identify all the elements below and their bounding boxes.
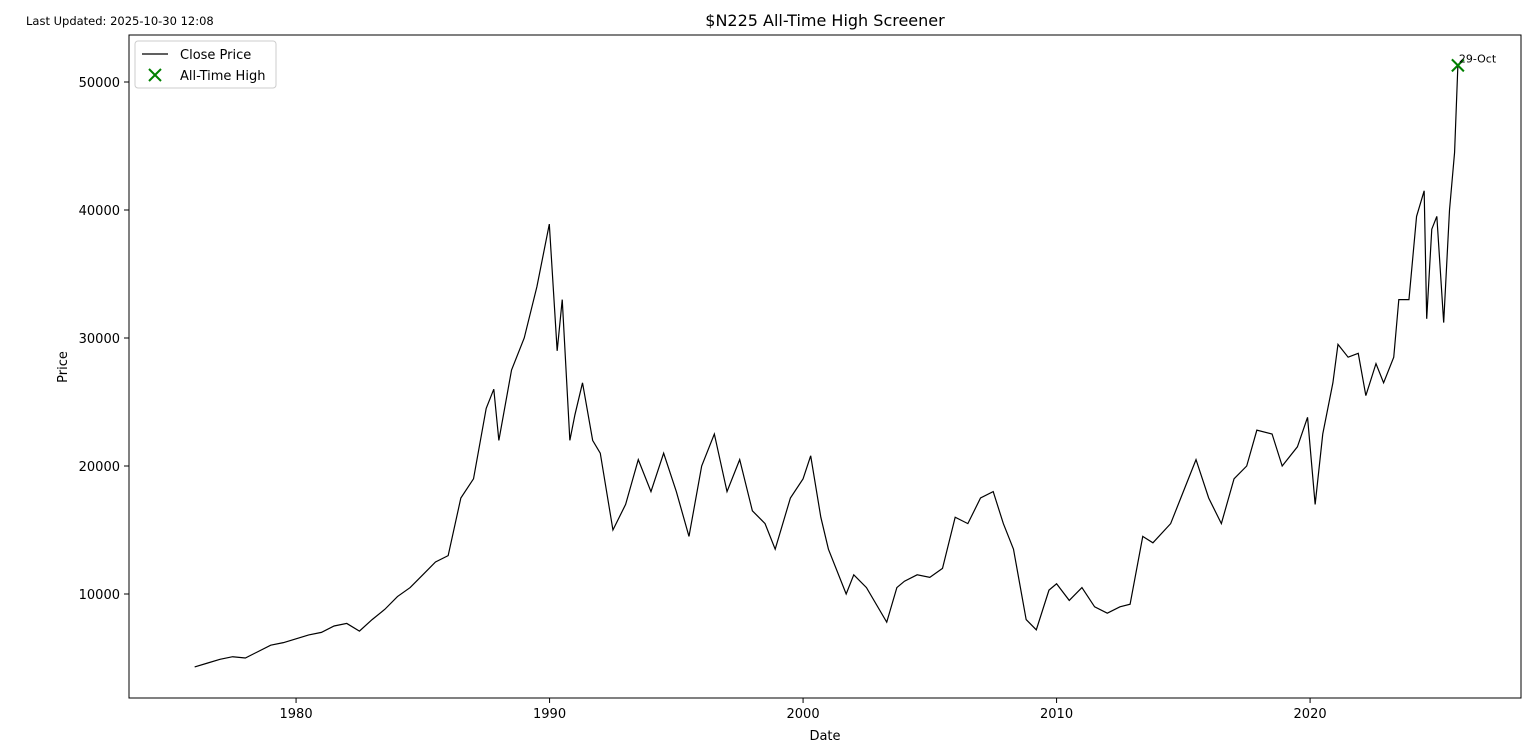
legend-label: All-Time High [180,69,265,84]
y-tick-label: 10000 [79,588,120,603]
ath-marker [1451,58,1465,73]
y-tick-label: 20000 [79,460,120,475]
chart-title: $N225 All-Time High Screener [705,11,945,30]
legend-marker-swatch [148,68,162,82]
legend-label: Close Price [180,48,251,63]
ath-annotation: 29-Oct [1459,52,1497,65]
legend-box [134,40,277,89]
y-tick-label: 30000 [79,332,120,347]
x-tick-label: 1980 [280,707,313,722]
x-tick-label: 2000 [787,707,820,722]
price-line [194,65,1459,668]
ath-marker-stroke [1451,58,1465,73]
y-axis-label: Price [56,351,71,383]
updated-text: Last Updated: 2025-10-30 12:08 [26,14,214,28]
x-tick-label: 2020 [1294,707,1327,722]
plot-frame [128,34,1522,699]
x-axis-label: Date [809,729,840,744]
y-tick-label: 50000 [79,76,120,91]
x-tick-label: 2010 [1040,707,1073,722]
x-tick-label: 1990 [533,707,566,722]
y-tick-label: 40000 [79,204,120,219]
